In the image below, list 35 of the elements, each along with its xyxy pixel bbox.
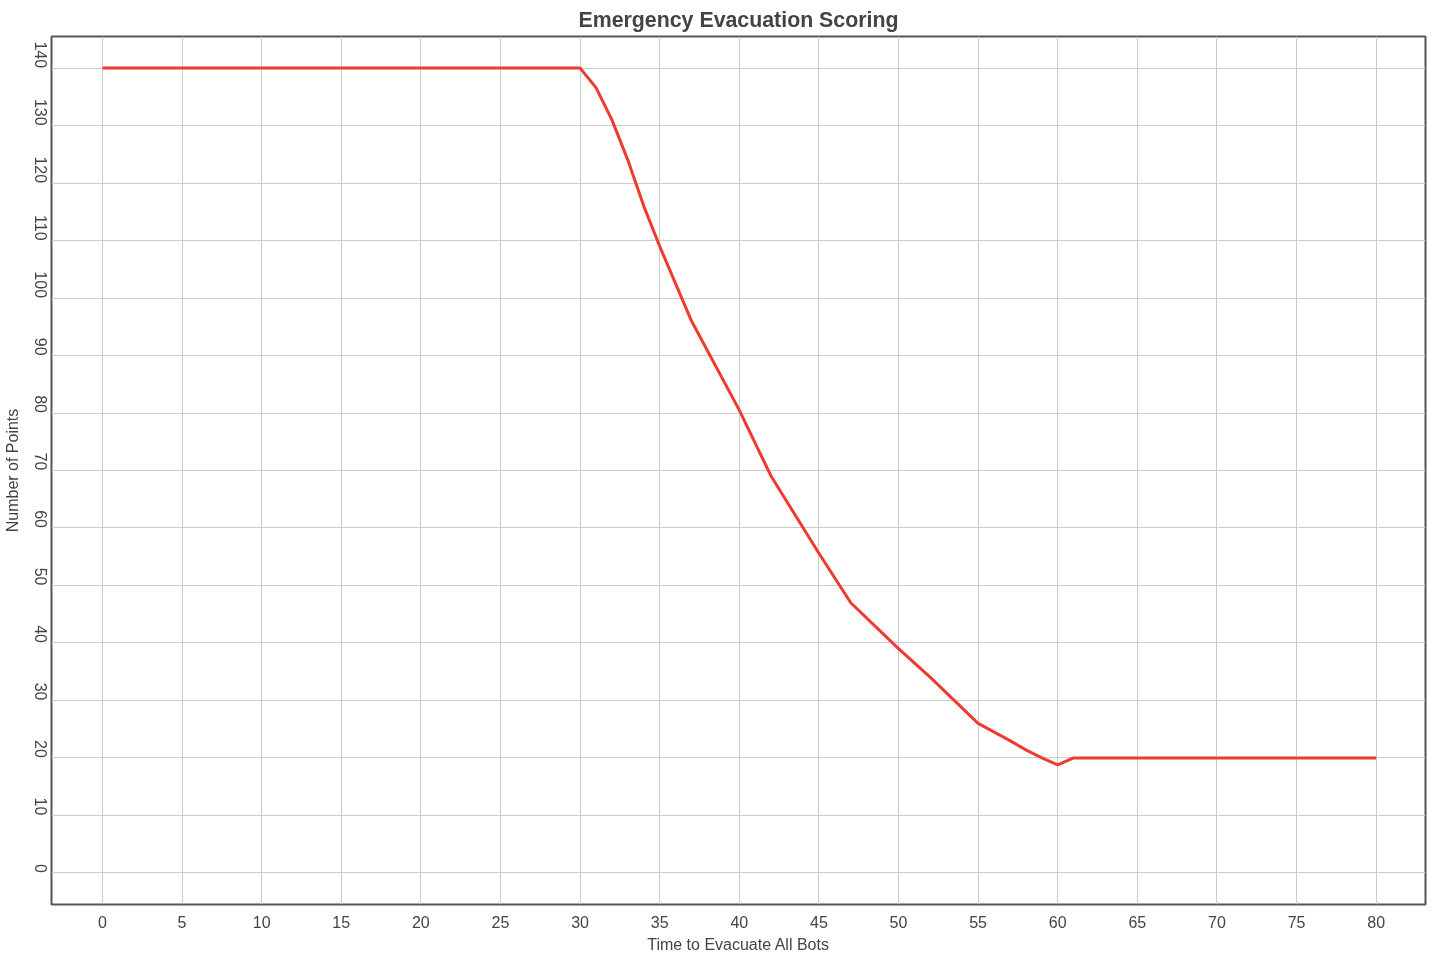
x-tick-label: 5 [177,913,187,931]
x-tick-label: 10 [252,913,271,931]
y-tick-label: 110 [31,215,49,241]
y-tick-label: 140 [31,41,49,69]
x-tick-label: 60 [1048,913,1067,931]
y-tick-label: 90 [31,337,49,356]
x-tick-label: 70 [1208,913,1226,931]
x-tick-label: 50 [889,913,908,931]
y-tick-label: 40 [31,625,49,644]
chart-title: Emergency Evacuation Scoring [578,7,899,32]
x-tick-label: 15 [332,913,351,931]
y-tick-label: 80 [31,395,49,414]
y-tick-label: 100 [31,271,49,299]
y-tick-label: 0 [31,863,49,873]
x-tick-label: 30 [571,913,590,931]
x-tick-label: 65 [1128,913,1147,931]
x-tick-label: 35 [650,913,669,931]
y-tick-label: 20 [31,740,49,759]
x-tick-label: 0 [98,913,107,931]
x-axis-title: Time to Evacuate All Bots [647,935,829,953]
y-tick-label: 50 [31,567,49,586]
x-tick-label: 75 [1287,913,1306,931]
x-tick-label: 40 [730,913,749,931]
y-tick-label: 120 [31,156,49,184]
y-tick-label: 70 [31,452,49,471]
y-tick-label: 60 [31,510,49,529]
x-tick-label: 20 [411,913,430,931]
x-tick-label: 80 [1367,913,1386,931]
x-tick-label: 55 [969,913,988,931]
x-tick-label: 45 [810,913,828,931]
y-axis-title: Number of Points [3,408,21,533]
y-tick-label: 130 [31,98,49,126]
x-tick-label: 25 [491,913,510,931]
y-tick-label: 30 [31,682,49,701]
y-tick-label: 10 [31,797,49,816]
